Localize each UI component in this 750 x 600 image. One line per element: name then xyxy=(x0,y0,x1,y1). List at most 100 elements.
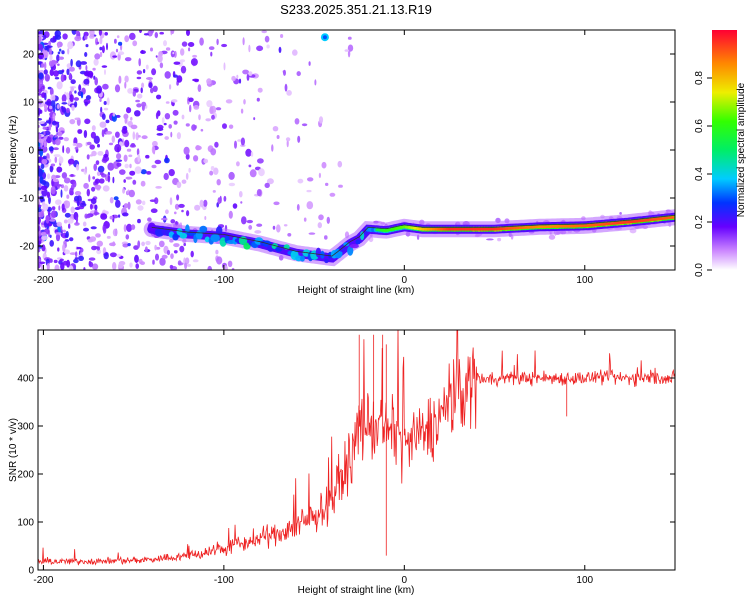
noise-speckle xyxy=(107,162,115,171)
noise-speckle xyxy=(102,83,109,90)
noise-speckle xyxy=(159,62,164,69)
noise-speckle xyxy=(86,141,92,146)
noise-speckle xyxy=(164,157,170,164)
noise-speckle xyxy=(240,201,243,204)
noise-speckle xyxy=(40,231,47,237)
noise-speckle xyxy=(139,30,142,34)
noise-speckle xyxy=(317,222,322,229)
noise-speckle xyxy=(41,244,46,252)
noise-speckle xyxy=(239,191,243,198)
noise-speckle xyxy=(43,103,48,110)
noise-speckle xyxy=(68,265,74,270)
noise-speckle xyxy=(132,40,138,47)
noise-speckle xyxy=(118,263,124,269)
noise-speckle xyxy=(40,142,43,148)
noise-speckle xyxy=(140,261,145,265)
noise-speckle xyxy=(106,235,111,239)
noise-speckle xyxy=(189,104,192,113)
noise-speckle xyxy=(256,223,263,227)
ridge-blob xyxy=(295,255,302,262)
noise-speckle xyxy=(68,223,71,229)
noise-speckle xyxy=(48,40,51,47)
noise-speckle xyxy=(308,61,311,66)
noise-speckle xyxy=(216,38,219,46)
noise-speckle xyxy=(137,93,143,99)
noise-speckle xyxy=(104,69,106,75)
noise-speckle xyxy=(325,182,329,186)
noise-speckle xyxy=(152,85,158,93)
noise-speckle xyxy=(193,105,200,110)
noise-speckle xyxy=(258,168,265,177)
noise-speckle xyxy=(38,229,42,237)
noise-speckle xyxy=(193,155,199,162)
noise-speckle xyxy=(58,156,64,164)
noise-speckle xyxy=(126,148,132,152)
noise-speckle xyxy=(223,62,226,71)
noise-speckle xyxy=(176,132,181,140)
noise-speckle xyxy=(183,146,190,155)
noise-speckle xyxy=(46,263,50,270)
noise-speckle xyxy=(61,105,64,110)
noise-speckle xyxy=(486,238,494,241)
noise-speckle xyxy=(257,87,263,93)
y-tick-label: 10 xyxy=(23,98,35,109)
noise-speckle xyxy=(140,87,143,94)
noise-speckle xyxy=(173,120,178,125)
noise-speckle xyxy=(140,169,147,175)
noise-speckle xyxy=(56,81,63,90)
noise-speckle xyxy=(195,145,202,151)
noise-speckle xyxy=(38,216,41,225)
noise-speckle xyxy=(70,58,73,67)
noise-speckle xyxy=(50,100,56,108)
noise-speckle xyxy=(171,99,178,103)
noise-speckle xyxy=(69,252,77,256)
noise-speckle xyxy=(163,40,167,47)
noise-speckle xyxy=(40,265,44,270)
noise-speckle xyxy=(181,209,184,213)
noise-speckle xyxy=(98,30,102,36)
noise-speckle xyxy=(57,42,60,49)
noise-speckle xyxy=(100,172,104,176)
noise-speckle xyxy=(44,61,47,70)
noise-speckle xyxy=(190,250,194,258)
noise-speckle xyxy=(99,98,102,102)
noise-speckle xyxy=(180,48,185,56)
noise-speckle xyxy=(168,124,172,129)
noise-speckle xyxy=(63,249,70,255)
noise-speckle xyxy=(206,100,213,108)
noise-speckle xyxy=(70,206,75,214)
noise-speckle xyxy=(93,135,100,144)
noise-speckle xyxy=(190,58,198,66)
noise-speckle xyxy=(102,225,107,234)
noise-speckle xyxy=(273,201,280,206)
noise-speckle xyxy=(272,126,279,132)
noise-speckle xyxy=(256,189,262,197)
noise-speckle xyxy=(57,247,60,252)
x-tick-label: -100 xyxy=(214,575,234,586)
noise-speckle xyxy=(84,101,88,106)
y-tick-label: 100 xyxy=(17,518,34,529)
noise-speckle xyxy=(91,150,97,157)
noise-speckle xyxy=(38,121,45,124)
noise-speckle xyxy=(103,252,109,260)
noise-speckle xyxy=(212,190,216,193)
noise-speckle xyxy=(204,216,207,220)
noise-speckle xyxy=(155,253,159,261)
noise-speckle xyxy=(207,265,212,270)
noise-speckle xyxy=(38,72,44,80)
noise-speckle xyxy=(135,99,141,103)
ridge-blob xyxy=(243,242,251,250)
noise-speckle xyxy=(53,147,59,151)
snr-panel: -200 -100 0 100 0 100 200 300 400 Height of stra… xyxy=(8,329,676,596)
noise-speckle xyxy=(164,136,169,140)
noise-speckle xyxy=(135,199,142,205)
colorbar-tick-label: 0.2 xyxy=(694,215,705,229)
noise-speckle xyxy=(318,214,324,221)
noise-speckle xyxy=(112,228,118,237)
noise-speckle xyxy=(57,185,60,189)
noise-speckle xyxy=(156,133,164,136)
noise-speckle xyxy=(344,49,350,52)
noise-speckle xyxy=(50,163,56,167)
noise-speckle xyxy=(151,145,156,154)
noise-speckle xyxy=(146,77,153,80)
